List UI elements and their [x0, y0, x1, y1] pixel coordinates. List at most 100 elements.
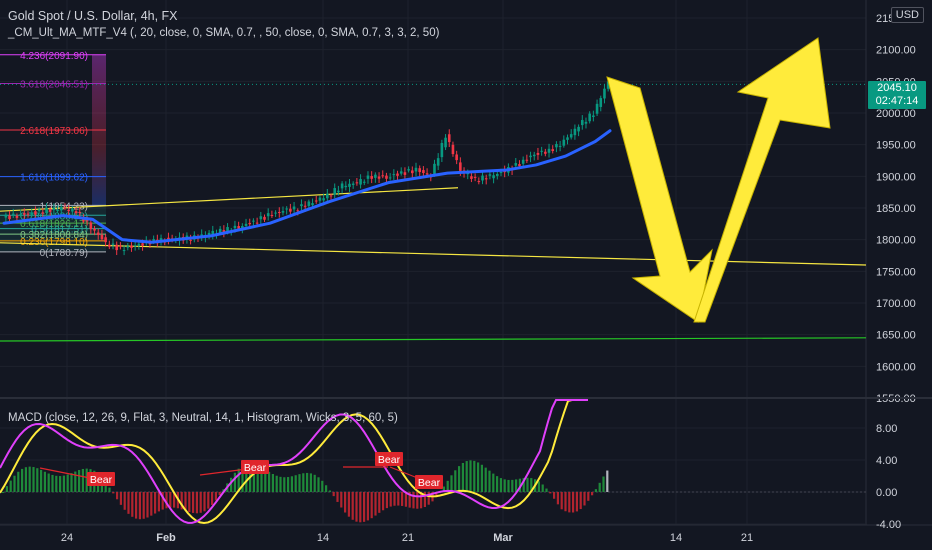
macd-histogram-bar: [81, 468, 84, 492]
macd-histogram-bar: [537, 481, 540, 492]
candle-body: [23, 213, 26, 215]
macd-histogram-bar: [21, 468, 24, 492]
macd-histogram-bar: [435, 492, 438, 498]
candle-body: [167, 237, 170, 240]
candle-body: [78, 211, 82, 213]
macd-histogram-bar: [606, 470, 609, 492]
macd-histogram-bar: [47, 473, 50, 492]
macd-histogram-bar: [55, 475, 58, 492]
currency-badge[interactable]: USD: [890, 7, 924, 23]
macd-indicator-label[interactable]: MACD (close, 12, 26, 9, Flat, 3, Neutral…: [8, 412, 398, 424]
macd-histogram-bar: [184, 492, 187, 511]
candle-body: [30, 212, 34, 215]
candle-body: [252, 220, 255, 222]
macd-histogram-bar: [328, 490, 331, 492]
macd-histogram-bar: [587, 492, 590, 501]
candle-body: [34, 211, 37, 215]
candle-body: [233, 225, 237, 229]
macd-histogram-bar: [347, 492, 350, 517]
candle-body: [344, 185, 348, 188]
support-line: [0, 337, 867, 342]
candle-body: [108, 244, 111, 247]
macd-histogram-bar: [583, 492, 586, 506]
candle-body: [104, 237, 107, 243]
bear-label-box: [415, 475, 443, 489]
candle-body: [237, 226, 240, 229]
bear-label: Bear: [418, 477, 441, 489]
candle-body: [52, 207, 56, 210]
candle-body: [126, 246, 130, 248]
bear-label-box: [375, 452, 403, 466]
macd-histogram-bar: [321, 480, 324, 492]
candle-body: [547, 148, 551, 153]
macd-histogram-bar: [556, 492, 559, 505]
macd-histogram-bar: [294, 475, 297, 492]
candle-body: [303, 205, 307, 207]
candle-body: [436, 158, 440, 166]
down-arrow: [606, 76, 713, 323]
candle-body: [314, 200, 318, 202]
macd-histogram-bar: [602, 476, 605, 492]
macd-histogram-bar: [271, 474, 274, 492]
candle-body: [63, 207, 67, 209]
macd-histogram-bar: [207, 492, 210, 509]
macd-histogram-bar: [336, 492, 339, 502]
macd-histogram-bar: [594, 489, 597, 492]
macd-histogram-bar: [461, 462, 464, 492]
candle-body: [359, 179, 362, 185]
y-tick-label: 1950.00: [876, 140, 916, 152]
candle-body: [337, 190, 340, 193]
macd-histogram-bar: [161, 492, 164, 510]
candle-body: [603, 88, 606, 99]
macd-histogram-bar: [290, 476, 293, 492]
candle-body: [569, 134, 573, 138]
macd-histogram-bar: [401, 492, 404, 506]
candle-body: [85, 220, 89, 222]
y-tick-label: 1850.00: [876, 203, 916, 215]
y-tick-label: 1600.00: [876, 361, 916, 373]
candle-body: [222, 230, 226, 233]
macd-histogram-bar: [142, 492, 145, 519]
candle-body: [451, 144, 455, 155]
fib-level-label: 2.618(1973.06): [20, 126, 88, 137]
x-tick-label: Feb: [156, 532, 176, 544]
candle-body: [248, 222, 252, 225]
macd-histogram-bar: [363, 492, 366, 522]
y-tick-label: 2000.00: [876, 108, 916, 120]
candle-body: [566, 137, 569, 140]
macd-histogram-bar: [233, 472, 236, 492]
candle-body: [318, 197, 322, 201]
candle-body: [536, 152, 540, 155]
x-tick-label: Mar: [493, 532, 513, 544]
macd-histogram-bar: [332, 492, 335, 497]
candle-body: [244, 223, 248, 226]
macd-histogram-bar: [70, 473, 73, 492]
macd-histogram-bar: [465, 461, 468, 492]
x-tick-label: 14: [670, 532, 682, 544]
macd-histogram-bar: [450, 475, 453, 492]
macd-histogram-bar: [192, 492, 195, 513]
macd-histogram-bar: [283, 477, 286, 492]
macd-histogram-bar: [416, 492, 419, 509]
macd-histogram-bar: [188, 492, 191, 512]
last-price-value: 2045.10: [877, 82, 917, 94]
macd-histogram-bar: [85, 468, 88, 492]
candle-body: [71, 208, 74, 212]
macd-histogram-bar: [480, 464, 483, 492]
bear-label: Bear: [378, 454, 401, 466]
macd-histogram-bar: [2, 492, 5, 493]
macd-histogram-bar: [275, 475, 278, 492]
candle-body: [447, 134, 451, 143]
macd-histogram-bar: [298, 474, 301, 492]
candle-body: [599, 98, 603, 107]
macd-histogram-bar: [13, 475, 16, 492]
candle-body: [15, 215, 19, 218]
candle-body: [56, 210, 59, 212]
macd-histogram-bar: [408, 492, 411, 508]
macd-histogram-bar: [511, 479, 514, 492]
macd-histogram-bar: [138, 492, 141, 520]
candle-body: [414, 167, 418, 172]
up-arrow: [693, 37, 831, 323]
indicator-label[interactable]: _CM_Ult_MA_MTF_V4 (, 20, close, 0, SMA, …: [8, 27, 440, 39]
